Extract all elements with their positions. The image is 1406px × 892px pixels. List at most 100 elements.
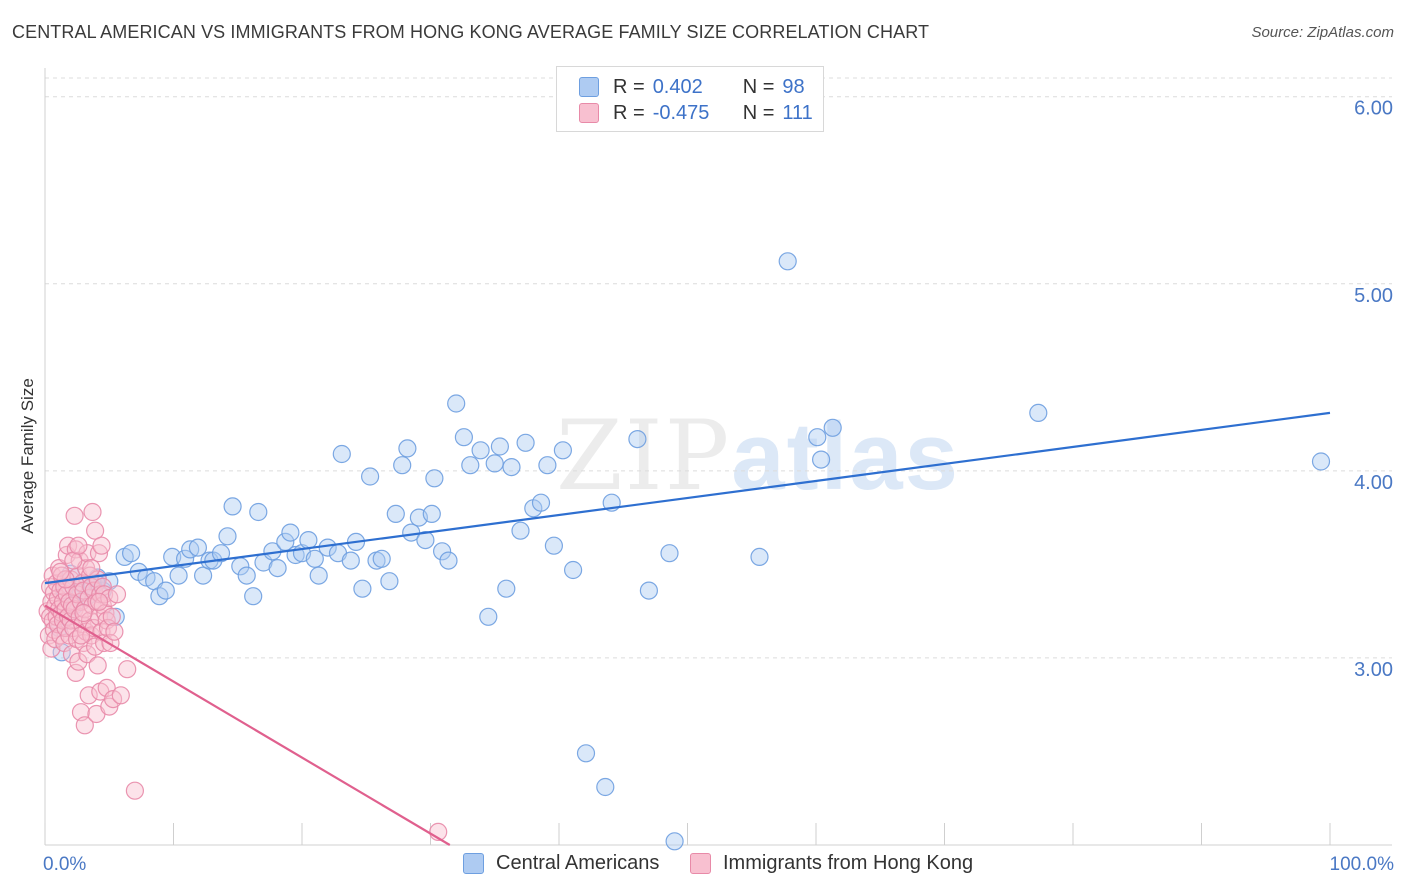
data-point-central-american: [341, 551, 360, 570]
watermark: ZIPatlas: [556, 400, 960, 512]
data-point-central-american: [305, 549, 324, 568]
watermark-atlas: atlas: [731, 403, 961, 510]
data-point-central-american: [563, 560, 583, 580]
data-point-central-american: [497, 579, 516, 598]
data-point-central-american: [628, 430, 647, 449]
legend-swatch-blue: [579, 77, 599, 97]
y-tick-label: 4.00: [1354, 472, 1393, 494]
data-point-hong-kong: [75, 716, 94, 735]
data-point-central-american: [188, 538, 207, 557]
bottom-legend-central-americans: Central Americans: [463, 852, 659, 875]
data-point-hong-kong: [92, 536, 111, 555]
data-point-central-american: [386, 504, 405, 524]
data-point-central-american: [823, 418, 842, 437]
data-point-central-american: [332, 444, 351, 464]
bottom-legend-hong-kong: Immigrants from Hong Kong: [690, 852, 973, 875]
data-point-hong-kong: [51, 562, 70, 582]
data-point-hong-kong: [85, 637, 105, 656]
points-layer: [38, 252, 1331, 851]
bottom-legend-label: Immigrants from Hong Kong: [723, 852, 974, 874]
data-point-hong-kong: [88, 656, 107, 675]
data-point-hong-kong: [89, 544, 109, 563]
legend-n-label: N =: [742, 101, 775, 124]
y-tick-label: 6.00: [1354, 98, 1393, 120]
data-point-central-american: [447, 394, 466, 413]
data-point-central-american: [393, 456, 412, 475]
data-point-hong-kong: [74, 633, 93, 653]
data-point-central-american: [1311, 452, 1331, 471]
data-point-hong-kong: [105, 622, 124, 641]
data-point-central-american: [479, 607, 498, 626]
y-tick-label: 5.00: [1354, 285, 1393, 307]
data-point-hong-kong: [111, 686, 130, 705]
x-tick-label: 0.0%: [43, 854, 86, 875]
data-point-central-american: [156, 581, 175, 600]
data-point-hong-kong: [97, 678, 116, 698]
legend-r-label: R =: [613, 101, 645, 124]
data-point-hong-kong: [74, 603, 93, 623]
data-point-central-american: [122, 544, 141, 563]
data-point-central-american: [353, 579, 372, 598]
trend-line-central-americans: [44, 411, 1331, 585]
bottom-legend-swatch-blue: [463, 853, 484, 874]
trend-layer: [44, 411, 1331, 846]
data-point-central-american: [811, 450, 831, 469]
data-point-hong-kong: [82, 558, 101, 578]
data-point-central-american: [194, 566, 213, 585]
data-point-central-american: [750, 547, 769, 567]
data-point-central-american: [249, 502, 268, 522]
data-point-central-american: [439, 551, 458, 570]
axis-layer: 3.00 4.00 5.00 6.00 0.0% 100.0%: [43, 68, 1394, 875]
trend-line-hong-kong: [44, 604, 451, 846]
data-point-central-american: [502, 458, 521, 477]
legend-swatch-pink: [579, 103, 599, 123]
data-point-central-american: [372, 549, 391, 568]
data-point-central-american: [211, 544, 231, 563]
x-tick-label: 100.0%: [1330, 854, 1395, 875]
y-tick-label: 3.00: [1354, 659, 1393, 681]
data-point-central-american: [169, 566, 188, 585]
data-point-central-american: [538, 456, 557, 475]
chart-source: Source: ZipAtlas.com: [1251, 24, 1394, 41]
data-point-central-american: [422, 504, 441, 524]
legend-r-value: -0.475: [652, 101, 710, 124]
data-point-central-american: [511, 521, 530, 540]
data-point-central-american: [544, 536, 564, 555]
data-point-hong-kong: [118, 660, 137, 679]
data-point-central-american: [516, 433, 535, 452]
bottom-legend-swatch-pink: [690, 853, 711, 874]
data-point-central-american: [223, 497, 242, 516]
data-point-central-american: [433, 542, 452, 561]
data-point-central-american: [576, 744, 596, 763]
data-point-central-american: [485, 454, 504, 473]
data-point-hong-kong: [83, 502, 102, 522]
legend-row-hong-kong: R = -0.475 N = 111: [579, 100, 813, 126]
data-point-hong-kong: [66, 663, 85, 683]
data-point-central-american: [361, 467, 380, 486]
data-point-central-american: [639, 581, 659, 600]
data-point-central-american: [425, 469, 444, 488]
legend-n-label: N =: [742, 75, 775, 98]
data-point-central-american: [808, 428, 827, 447]
y-axis-title: Average Family Size: [18, 378, 37, 534]
data-point-central-american: [778, 252, 797, 271]
correlation-legend: R = 0.402 N = 98 R = -0.475 N = 111: [556, 66, 824, 132]
data-point-central-american: [490, 437, 509, 456]
data-point-hong-kong: [85, 521, 105, 540]
data-point-central-american: [660, 544, 679, 563]
legend-r-value: 0.402: [652, 75, 703, 98]
data-point-central-american: [665, 832, 684, 851]
data-point-central-american: [281, 523, 300, 542]
data-point-hong-kong: [107, 585, 127, 604]
data-point-central-american: [299, 530, 318, 550]
legend-row-central-americans: R = 0.402 N = 98: [579, 74, 805, 100]
data-point-central-american: [218, 527, 237, 546]
data-point-hong-kong: [89, 592, 109, 611]
data-point-hong-kong: [102, 607, 121, 626]
data-point-central-american: [454, 428, 473, 447]
legend-n-value: 111: [782, 101, 813, 124]
data-point-central-american: [244, 587, 263, 606]
data-point-central-american: [268, 558, 287, 578]
data-point-hong-kong: [79, 686, 98, 705]
